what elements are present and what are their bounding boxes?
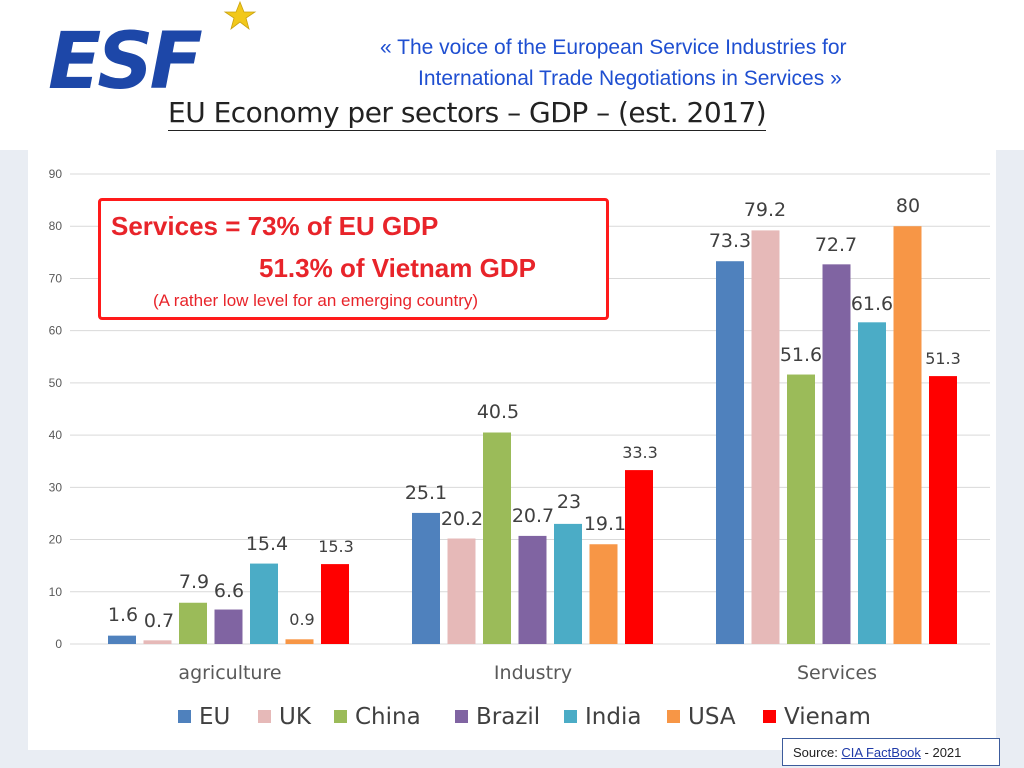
- legend-swatch: [667, 710, 680, 723]
- data-label: 7.9: [179, 571, 209, 593]
- y-tick-label: 90: [49, 167, 63, 181]
- source-prefix: Source:: [793, 745, 842, 760]
- data-label: 79.2: [744, 199, 786, 221]
- data-label: 51.3: [925, 349, 961, 368]
- y-tick-label: 0: [55, 637, 62, 651]
- esf-logo: ESF: [48, 0, 257, 100]
- legend-label: UK: [279, 704, 312, 730]
- data-label: 40.5: [477, 401, 519, 423]
- bar: [321, 564, 349, 644]
- legend-swatch: [564, 710, 577, 723]
- y-tick-label: 30: [49, 480, 63, 494]
- data-label: 61.6: [851, 293, 893, 315]
- bar: [214, 609, 243, 644]
- legend-swatch: [763, 710, 776, 723]
- bar: [108, 635, 136, 644]
- legend-swatch: [178, 710, 191, 723]
- tagline-line-2: International Trade Negotiations in Serv…: [418, 67, 842, 90]
- callout-box: Services = 73% of EU GDP 51.3% of Vietna…: [98, 198, 609, 320]
- data-label: 20.2: [441, 508, 483, 530]
- callout-line-1: Services = 73% of EU GDP: [111, 211, 439, 241]
- legend-label: EU: [199, 704, 230, 730]
- callout-line-3: (A rather low level for an emerging coun…: [153, 291, 479, 310]
- page-title: EU Economy per sectors – GDP – (est. 201…: [168, 96, 767, 131]
- legend-label: USA: [688, 704, 736, 730]
- bar: [751, 230, 780, 644]
- bar: [285, 639, 314, 644]
- data-label: 15.3: [318, 537, 354, 556]
- tagline: « The voice of the European Service Indu…: [380, 32, 1000, 94]
- data-label: 51.6: [780, 344, 822, 366]
- data-label: 15.4: [246, 533, 288, 555]
- bar: [143, 640, 172, 644]
- y-tick-label: 10: [49, 585, 63, 599]
- legend-label: China: [355, 704, 421, 730]
- legend-label: India: [585, 704, 641, 730]
- bar: [412, 512, 440, 644]
- bar: [893, 226, 922, 644]
- source-suffix: - 2021: [920, 745, 962, 760]
- bar: [858, 322, 886, 644]
- bar: [483, 432, 511, 644]
- legend-swatch: [455, 710, 468, 723]
- y-tick-label: 50: [49, 376, 63, 390]
- bar: [787, 374, 815, 644]
- legend-swatch: [258, 710, 271, 723]
- bar: [179, 602, 207, 644]
- data-label: 72.7: [815, 234, 857, 256]
- y-tick-label: 20: [49, 533, 63, 547]
- data-label: 20.7: [512, 505, 554, 527]
- legend-label: Brazil: [476, 704, 540, 730]
- bar: [929, 376, 957, 644]
- legend-swatch: [334, 710, 347, 723]
- y-tick-label: 80: [49, 219, 63, 233]
- bar: [716, 261, 744, 644]
- bar: [518, 535, 547, 644]
- legend-label: Vienam: [784, 704, 871, 730]
- data-label: 23: [557, 491, 581, 513]
- star-icon: [223, 0, 257, 31]
- bar: [554, 523, 582, 644]
- data-label: 73.3: [709, 230, 751, 252]
- y-tick-label: 70: [49, 271, 63, 285]
- bar: [250, 563, 278, 644]
- logo-text: ESF: [48, 17, 202, 100]
- source-note: Source: CIA FactBook - 2021: [782, 738, 1000, 766]
- source-link[interactable]: CIA FactBook: [841, 745, 921, 760]
- data-label: 0.7: [144, 610, 174, 632]
- bar: [589, 544, 618, 644]
- callout-line-2: 51.3% of Vietnam GDP: [259, 253, 536, 283]
- data-label: 1.6: [108, 604, 138, 626]
- bar: [625, 470, 653, 644]
- y-tick-label: 40: [49, 428, 63, 442]
- bar: [447, 538, 476, 644]
- data-label: 6.6: [214, 580, 244, 602]
- tagline-line-1: « The voice of the European Service Indu…: [380, 36, 847, 59]
- bar: [822, 264, 851, 644]
- header-background: [0, 0, 1024, 150]
- x-tick-label: Services: [797, 662, 877, 684]
- data-label: 80: [896, 195, 920, 217]
- y-tick-label: 60: [49, 324, 63, 338]
- data-label: 0.9: [289, 610, 314, 629]
- x-tick-label: agriculture: [178, 662, 281, 684]
- data-label: 25.1: [405, 482, 447, 504]
- data-label: 33.3: [622, 443, 658, 462]
- x-tick-label: Industry: [494, 662, 572, 684]
- data-label: 19.1: [584, 513, 626, 535]
